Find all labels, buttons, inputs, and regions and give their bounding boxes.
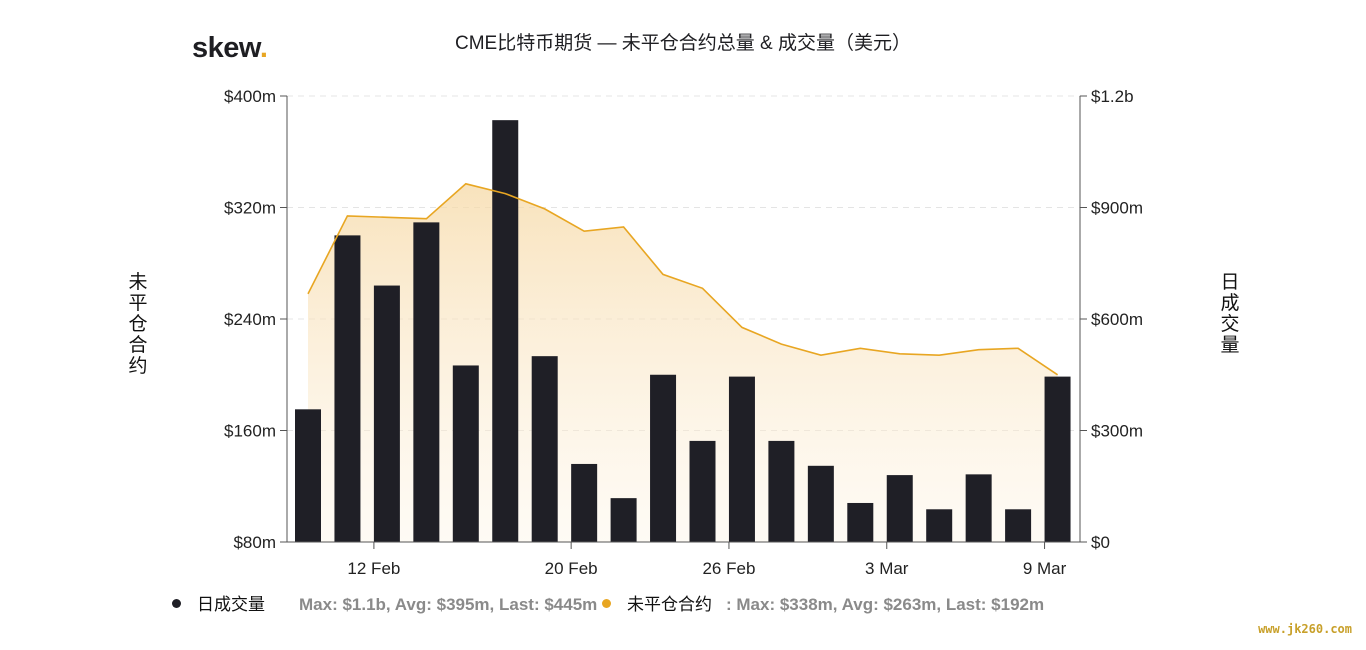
legend-bullet-open-interest [602,599,611,609]
right-tick-label: $0 [1091,533,1110,552]
right-tick-label: $300m [1091,422,1143,441]
x-tick-label: 20 Feb [545,559,598,578]
volume-bar [492,120,519,543]
volume-bar [295,409,321,542]
legend-bullet-volume [172,599,181,609]
legend-item-open-interest[interactable]: 未平仓合约 : Max: $338m, Avg: $263m, Last: $19… [602,590,1044,615]
right-tick-label: $600m [1091,310,1143,329]
left-tick-label: $80m [233,533,276,552]
legend-stats-open-interest: : Max: $338m, Avg: $263m, Last: $192m [726,595,1045,614]
right-tick-label: $1.2b [1091,87,1134,106]
volume-bar [807,465,834,542]
left-tick-label: $400m [224,87,276,106]
volume-bar [847,502,874,542]
volume-bar [965,474,992,542]
legend-label-volume: 日成交量 [197,595,265,614]
volume-bar [1044,376,1071,542]
left-tick-label: $160m [224,422,276,441]
volume-bar [1005,509,1032,542]
volume-bar [650,374,677,542]
volume-bar [768,440,795,542]
left-tick-label: $320m [224,199,276,218]
x-tick-label: 26 Feb [702,559,755,578]
volume-bar [334,235,361,542]
skew-logo: skew. [192,32,268,64]
right-axis-label: 日成交量 [1220,272,1240,356]
chart-title: CME比特币期货 — 未平仓合约总量 & 成交量（美元） [454,33,911,54]
volume-bar [531,356,558,542]
open-interest-line [307,182,1059,376]
volume-bar [689,440,716,542]
volume-bar [926,509,953,542]
volume-bar [452,365,479,542]
volume-bar [373,285,400,542]
legend-stats-volume: Max: $1.1b, Avg: $395m, Last: $445m [299,595,598,614]
left-axis-label: 未平仓合约 [128,272,148,377]
legend-label-open-interest: 未平仓合约 [627,595,712,614]
volume-bar [610,498,637,542]
watermark: www.jk260.com [1258,622,1352,636]
volume-bar [886,475,913,542]
volume-bar [413,222,440,542]
volume-bar [571,463,598,542]
right-tick-label: $900m [1091,199,1143,218]
left-tick-label: $240m [224,310,276,329]
x-tick-label: 9 Mar [1023,559,1067,578]
x-tick-label: 3 Mar [865,559,909,578]
legend-item-volume[interactable]: 日成交量 Max: $1.1b, Avg: $395m, Last: $445m [172,590,597,615]
volume-bar [728,376,755,542]
x-tick-label: 12 Feb [347,559,400,578]
